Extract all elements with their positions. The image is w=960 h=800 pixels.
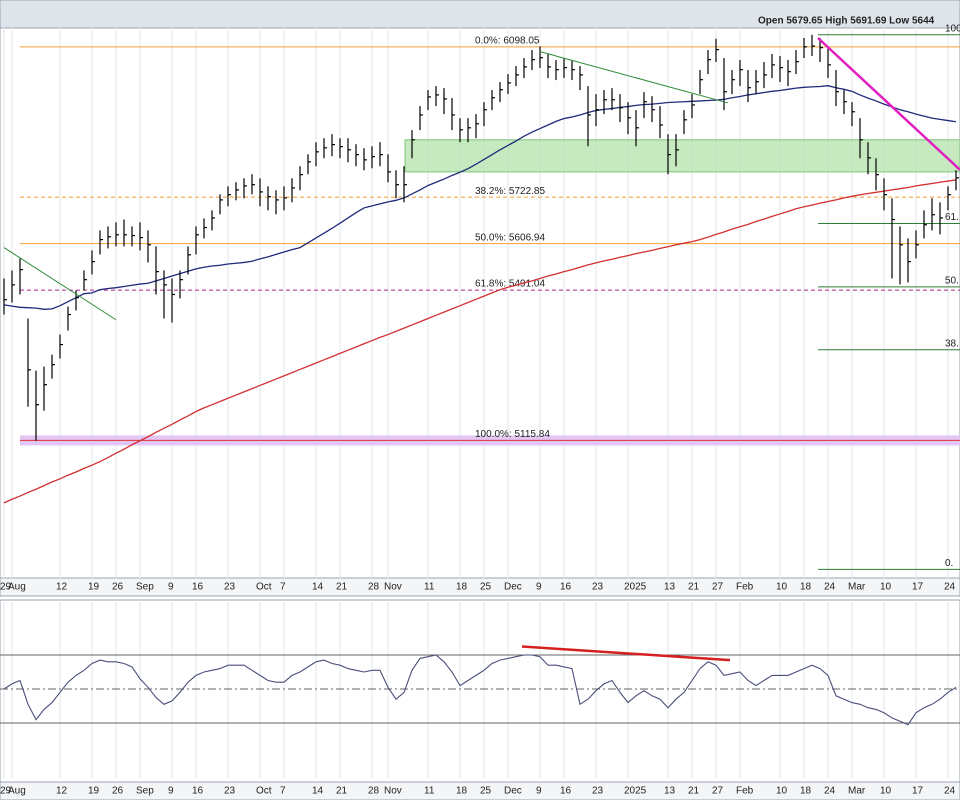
trendline <box>521 645 731 662</box>
x-tick-label: 10 <box>776 582 788 593</box>
x-tick-label: Mar <box>848 786 866 797</box>
x-tick-label: 19 <box>88 786 100 797</box>
x-tick-label: 9 <box>168 582 174 593</box>
fib-label: 50. <box>945 276 959 287</box>
x-tick-label: Feb <box>736 582 754 593</box>
x-tick-label: 24 <box>944 786 956 797</box>
x-tick-label: 29 <box>0 786 12 797</box>
x-tick-label: 21 <box>336 786 348 797</box>
x-tick-label: 25 <box>480 582 492 593</box>
x-tick-label: 24 <box>824 786 836 797</box>
x-tick-label: 24 <box>944 582 956 593</box>
x-tick-label: 7 <box>280 582 286 593</box>
trendline <box>817 37 960 171</box>
x-tick-label: Nov <box>384 786 402 797</box>
x-tick-label: 16 <box>560 786 572 797</box>
x-tick-label: 27 <box>712 786 724 797</box>
rsi-panel <box>0 599 960 783</box>
x-tick-label: 2025 <box>624 786 647 797</box>
x-tick-label: 14 <box>312 786 324 797</box>
x-tick-label: Oct <box>256 786 272 797</box>
x-tick-label: Oct <box>256 582 272 593</box>
fib-label: 61. <box>945 212 959 223</box>
x-tick-label: 17 <box>912 786 924 797</box>
x-tick-label: 26 <box>112 786 124 797</box>
x-tick-label: Sep <box>136 786 154 797</box>
x-tick-label: 12 <box>56 786 68 797</box>
x-tick-label: Dec <box>504 582 522 593</box>
x-tick-label: 21 <box>336 582 348 593</box>
x-tick-label: Feb <box>736 786 754 797</box>
moving-average <box>3 85 957 310</box>
x-tick-label: 21 <box>688 582 700 593</box>
x-tick-label: 17 <box>912 582 924 593</box>
x-tick-label: 11 <box>424 786 435 797</box>
price-info: Open 5679.65 High 5691.69 Low 5644 <box>758 16 935 27</box>
x-tick-label: 18 <box>456 582 468 593</box>
x-tick-label: 23 <box>592 582 604 593</box>
fib-label: 61.8%: 5491.04 <box>475 279 545 290</box>
x-tick-label: 9 <box>536 582 542 593</box>
price-panel <box>0 27 960 579</box>
moving-average <box>3 179 957 504</box>
fib-label: 100.0%: 5115.84 <box>475 429 550 440</box>
x-tick-label: 16 <box>560 582 572 593</box>
rsi-line <box>3 654 957 726</box>
x-tick-label: 18 <box>800 786 812 797</box>
fib-label: 38.2%: 5722.85 <box>475 186 545 197</box>
x-tick-label: 11 <box>424 582 435 593</box>
x-tick-label: 29 <box>0 582 12 593</box>
x-tick-label: 10 <box>776 786 788 797</box>
x-tick-label: 16 <box>192 786 204 797</box>
x-tick-label: 14 <box>312 582 324 593</box>
zone <box>404 139 960 173</box>
x-tick-label: 28 <box>368 582 380 593</box>
fib-label: 100. <box>945 23 960 34</box>
fib-label: 0. <box>945 558 953 569</box>
x-tick-label: 23 <box>224 582 236 593</box>
x-tick-label: 21 <box>688 786 700 797</box>
x-axis-band <box>0 577 960 597</box>
x-tick-label: Sep <box>136 582 154 593</box>
x-axis-band <box>0 781 960 800</box>
x-tick-label: 19 <box>88 582 100 593</box>
fib-label: 50.0%: 5606.94 <box>475 232 545 243</box>
fib-label: 38. <box>945 338 959 349</box>
x-tick-label: Nov <box>384 582 402 593</box>
x-tick-label: Dec <box>504 786 522 797</box>
x-tick-label: 25 <box>480 786 492 797</box>
x-tick-label: Mar <box>848 582 866 593</box>
x-tick-label: 9 <box>168 786 174 797</box>
x-tick-label: 18 <box>800 582 812 593</box>
x-tick-label: 2025 <box>624 582 647 593</box>
x-tick-label: 26 <box>112 582 124 593</box>
x-tick-label: 24 <box>824 582 836 593</box>
x-tick-label: 13 <box>664 582 676 593</box>
x-tick-label: 9 <box>536 786 542 797</box>
fib-label: 0.0%: 6098.05 <box>475 35 540 46</box>
trendline <box>539 51 729 104</box>
x-tick-label: 16 <box>192 582 204 593</box>
trendline <box>3 247 117 321</box>
x-tick-label: 28 <box>368 786 380 797</box>
x-tick-label: Aug <box>8 582 26 593</box>
x-tick-label: 27 <box>712 582 724 593</box>
x-tick-label: 23 <box>592 786 604 797</box>
x-tick-label: 13 <box>664 786 676 797</box>
x-tick-label: 7 <box>280 786 286 797</box>
x-tick-label: Aug <box>8 786 26 797</box>
x-tick-label: 10 <box>880 582 892 593</box>
x-tick-label: 12 <box>56 582 68 593</box>
x-tick-label: 10 <box>880 786 892 797</box>
x-tick-label: 23 <box>224 786 236 797</box>
x-tick-label: 18 <box>456 786 468 797</box>
